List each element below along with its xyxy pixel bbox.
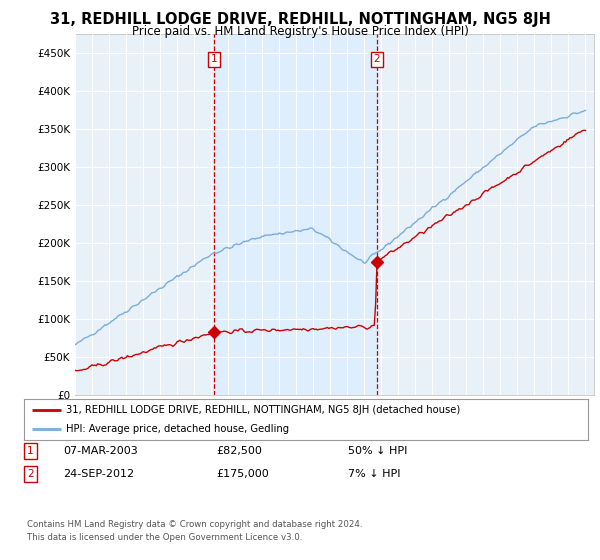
Text: 1: 1 (27, 446, 34, 456)
Text: £82,500: £82,500 (216, 446, 262, 456)
Text: £175,000: £175,000 (216, 469, 269, 479)
Text: 24-SEP-2012: 24-SEP-2012 (63, 469, 134, 479)
Text: 2: 2 (374, 54, 380, 64)
Text: Price paid vs. HM Land Registry's House Price Index (HPI): Price paid vs. HM Land Registry's House … (131, 25, 469, 38)
Text: 07-MAR-2003: 07-MAR-2003 (63, 446, 138, 456)
Text: Contains HM Land Registry data © Crown copyright and database right 2024.: Contains HM Land Registry data © Crown c… (27, 520, 362, 529)
Text: 1: 1 (211, 54, 217, 64)
Bar (214, 34, 377, 395)
Text: 7% ↓ HPI: 7% ↓ HPI (348, 469, 401, 479)
Text: This data is licensed under the Open Government Licence v3.0.: This data is licensed under the Open Gov… (27, 533, 302, 542)
Text: 31, REDHILL LODGE DRIVE, REDHILL, NOTTINGHAM, NG5 8JH: 31, REDHILL LODGE DRIVE, REDHILL, NOTTIN… (50, 12, 550, 27)
Text: 50% ↓ HPI: 50% ↓ HPI (348, 446, 407, 456)
Text: HPI: Average price, detached house, Gedling: HPI: Average price, detached house, Gedl… (66, 424, 289, 433)
Text: 2: 2 (27, 469, 34, 479)
Text: 31, REDHILL LODGE DRIVE, REDHILL, NOTTINGHAM, NG5 8JH (detached house): 31, REDHILL LODGE DRIVE, REDHILL, NOTTIN… (66, 405, 461, 415)
